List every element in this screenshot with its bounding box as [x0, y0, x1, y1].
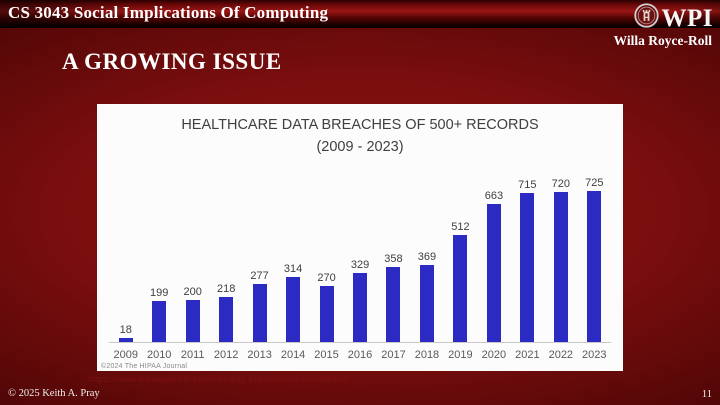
bar-column: 725 2023: [578, 170, 611, 361]
bar-column: 18 2009: [109, 170, 142, 361]
x-axis-line: [109, 342, 611, 343]
course-title: CS 3043 Social Implications Of Computing: [8, 3, 329, 22]
wpi-logo: WPI: [633, 3, 714, 33]
bar: [185, 300, 200, 342]
x-axis-tick-label: 2020: [481, 349, 507, 361]
source-url-link[interactable]: https://www.hipaajournal.com/security-br…: [88, 374, 349, 384]
x-axis-tick-label: 2023: [582, 349, 607, 361]
bar-value-label: 369: [417, 251, 437, 263]
bar: [520, 193, 535, 342]
page-number: 11: [701, 389, 712, 400]
bar-column: 358 2017: [377, 170, 410, 361]
x-axis-tick-label: 2013: [247, 349, 272, 361]
bar-columns: 18 2009 199 2010 200 2011 218 2012 277 2013 314 201…: [109, 170, 611, 361]
x-axis-tick-label: 2022: [548, 349, 574, 361]
bar-column: 329 2016: [343, 170, 376, 361]
bar-value-label: 512: [451, 221, 470, 233]
x-axis-tick-label: 2012: [213, 349, 239, 361]
slide-title: A GROWING ISSUE: [62, 49, 282, 74]
x-axis-tick-label: 2016: [347, 349, 373, 361]
bar: [486, 204, 501, 342]
plot-area: 18 2009 199 2010 200 2011 218 2012 277 2013 314 201…: [109, 170, 611, 361]
bar-value-label: 715: [518, 179, 537, 191]
bar: [453, 235, 468, 342]
bar-value-label: 663: [484, 190, 504, 202]
bar-value-label: 218: [216, 283, 236, 295]
chart-title: HEALTHCARE DATA BREACHES OF 500+ RECORDS: [181, 117, 539, 133]
bar: [319, 286, 334, 342]
bar-value-label: 277: [250, 270, 269, 282]
bar-column: 715 2021: [511, 170, 544, 361]
bar: [386, 267, 401, 342]
chart-subtitle: (2009 - 2023): [316, 138, 404, 155]
author-name: Willa Royce-Roll: [613, 33, 712, 48]
bar-value-label: 329: [350, 259, 370, 271]
x-axis-tick-label: 2019: [448, 349, 473, 361]
x-axis-tick-label: 2014: [280, 349, 306, 361]
bar: [252, 284, 267, 342]
x-axis-tick-label: 2011: [180, 349, 205, 361]
x-axis-tick-label: 2009: [113, 349, 138, 361]
bar-column: 314 2014: [276, 170, 309, 361]
footer-copyright: © 2025 Keith A. Pray: [8, 388, 100, 399]
x-axis-tick-label: 2021: [515, 349, 540, 361]
bar-column: 200 2011: [176, 170, 209, 361]
bar: [118, 338, 133, 342]
chart-source-credit: ©2024 The HIPAA Journal: [101, 363, 188, 370]
bar-column: 663 2020: [477, 170, 510, 361]
bar-column: 720 2022: [544, 170, 577, 361]
bar-value-label: 200: [183, 286, 202, 298]
wpi-logo-text: WPI: [661, 4, 713, 32]
x-axis-tick-label: 2017: [381, 349, 406, 361]
x-axis-tick-label: 2015: [314, 349, 339, 361]
bar-value-label: 720: [551, 178, 570, 190]
bar: [152, 301, 167, 342]
bar: [587, 191, 602, 342]
chart-title-block: HEALTHCARE DATA BREACHES OF 500+ RECORDS…: [97, 104, 623, 159]
bar-column: 199 2010: [142, 170, 175, 361]
bar-column: 218 2012: [209, 170, 242, 361]
x-axis-tick-label: 2010: [146, 349, 172, 361]
bar-column: 512 2019: [444, 170, 477, 361]
bar-value-label: 270: [317, 272, 336, 284]
bar-column: 277 2013: [243, 170, 276, 361]
bar: [553, 192, 568, 342]
bar-value-label: 725: [585, 177, 604, 189]
bar-value-label: 199: [150, 287, 169, 299]
bar-value-label: 314: [283, 263, 303, 275]
bar: [353, 273, 368, 342]
bar-value-label: 358: [384, 253, 403, 265]
bar-chart-panel: HEALTHCARE DATA BREACHES OF 500+ RECORDS…: [97, 104, 623, 371]
wpi-seal-icon: [633, 3, 659, 33]
bar-column: 369 2018: [410, 170, 443, 361]
header-bar: [0, 0, 720, 28]
bar: [286, 277, 301, 342]
bar: [419, 265, 434, 342]
x-axis-tick-label: 2018: [414, 349, 440, 361]
bar-value-label: 18: [119, 324, 132, 336]
bar-column: 270 2015: [310, 170, 343, 361]
bar: [219, 297, 234, 342]
